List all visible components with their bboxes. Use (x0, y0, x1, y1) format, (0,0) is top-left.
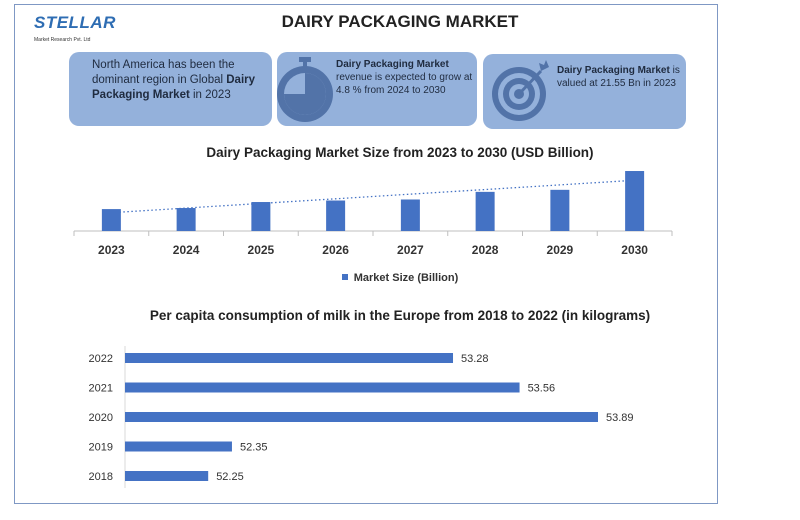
trendline (111, 179, 635, 214)
infographic-frame (14, 4, 718, 504)
bar-2026 (326, 200, 346, 231)
bar-2025 (251, 202, 271, 231)
bar-2029 (550, 189, 570, 231)
x-tick-label: 2024 (173, 243, 200, 257)
chart-title-market-size: Dairy Packaging Market Size from 2023 to… (206, 145, 594, 160)
logo-text: STELLAR (34, 13, 116, 32)
bar-2018 (125, 471, 209, 481)
bar-2019 (125, 441, 232, 452)
data-label: 53.56 (528, 383, 556, 395)
x-tick-label: 2023 (98, 243, 125, 257)
chart-title-milk-consumption: Per capita consumption of milk in the Eu… (149, 308, 651, 323)
x-tick-label: 2026 (322, 243, 349, 257)
card-text-bold: Dairy Packaging Market (336, 59, 449, 70)
card-text-bold: Dairy Packaging Market (92, 74, 256, 101)
bar-2024 (176, 208, 196, 231)
info-card-growth: Dairy Packaging Market revenue is expect… (277, 52, 477, 126)
x-tick-label: 2028 (472, 243, 499, 257)
card-text-pre: North America has been the dominant regi… (92, 59, 235, 86)
card-text-post: revenue is expected to grow at 4.8 % fro… (336, 72, 473, 96)
data-label: 52.25 (216, 471, 244, 483)
stopwatch-icon (277, 57, 333, 122)
bar-2023 (101, 209, 121, 231)
card-text-post: in 2023 (189, 89, 231, 101)
x-tick-label: 2027 (397, 243, 424, 257)
info-card-value: Dairy Packaging Market is valued at 21.5… (483, 54, 686, 129)
bar-2021 (125, 382, 520, 393)
bar-2027 (400, 199, 420, 231)
y-tick-label: 2019 (89, 442, 113, 454)
data-label: 53.28 (461, 353, 489, 365)
card-text-post: is valued at 21.55 Bn in 2023 (557, 65, 680, 89)
data-label: 52.35 (240, 442, 268, 454)
card-text-bold: Dairy Packaging Market (557, 65, 670, 76)
x-tick-label: 2029 (547, 243, 574, 257)
y-tick-label: 2022 (89, 353, 113, 365)
data-label: 53.89 (606, 412, 634, 424)
legend-swatch (341, 274, 348, 281)
y-tick-label: 2020 (89, 412, 113, 424)
logo-subtitle: Market Research Pvt. Ltd (34, 37, 91, 43)
bar-2028 (475, 191, 495, 231)
x-tick-label: 2025 (248, 243, 275, 257)
bar-2022 (125, 353, 454, 363)
page-title: DAIRY PACKAGING MARKET (281, 12, 519, 31)
chart-legend: Market Size (Billion) (0, 272, 800, 284)
target-icon (492, 60, 549, 121)
legend-label: Market Size (Billion) (353, 272, 459, 284)
bar-2020 (125, 412, 598, 422)
info-card-region: North America has been the dominant regi… (69, 52, 272, 126)
x-tick-label: 2030 (621, 243, 648, 257)
y-tick-label: 2018 (89, 471, 113, 483)
bar-2030 (625, 171, 645, 231)
y-tick-label: 2021 (89, 383, 113, 395)
logo: STELLAR Market Research Pvt. Ltd (34, 11, 116, 47)
